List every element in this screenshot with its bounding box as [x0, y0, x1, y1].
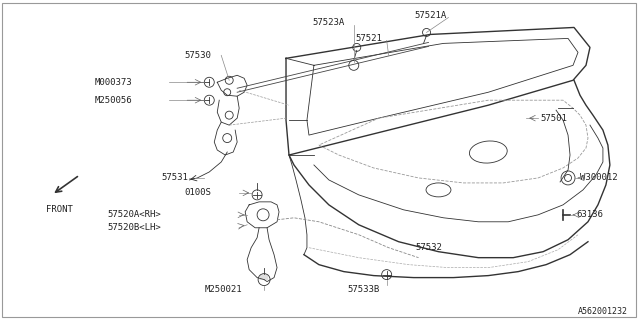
Text: 57523A: 57523A — [313, 18, 345, 27]
Text: 57532: 57532 — [415, 243, 442, 252]
Text: 57520A<RH>: 57520A<RH> — [108, 210, 161, 219]
Text: 57520B<LH>: 57520B<LH> — [108, 223, 161, 232]
Text: M250056: M250056 — [95, 96, 132, 105]
Text: 57531: 57531 — [161, 173, 188, 182]
Text: 57501: 57501 — [540, 114, 567, 123]
Text: M250021: M250021 — [204, 285, 242, 294]
Text: 0100S: 0100S — [184, 188, 211, 197]
Text: 63136: 63136 — [576, 210, 603, 219]
Text: A562001232: A562001232 — [578, 307, 628, 316]
Text: M000373: M000373 — [95, 78, 132, 87]
Text: FRONT: FRONT — [46, 205, 73, 214]
Text: 57533B: 57533B — [348, 285, 380, 294]
Text: 57530: 57530 — [184, 51, 211, 60]
Text: 57521: 57521 — [355, 34, 382, 43]
Text: 57521A: 57521A — [414, 11, 447, 20]
Text: W300012: W300012 — [580, 173, 618, 182]
